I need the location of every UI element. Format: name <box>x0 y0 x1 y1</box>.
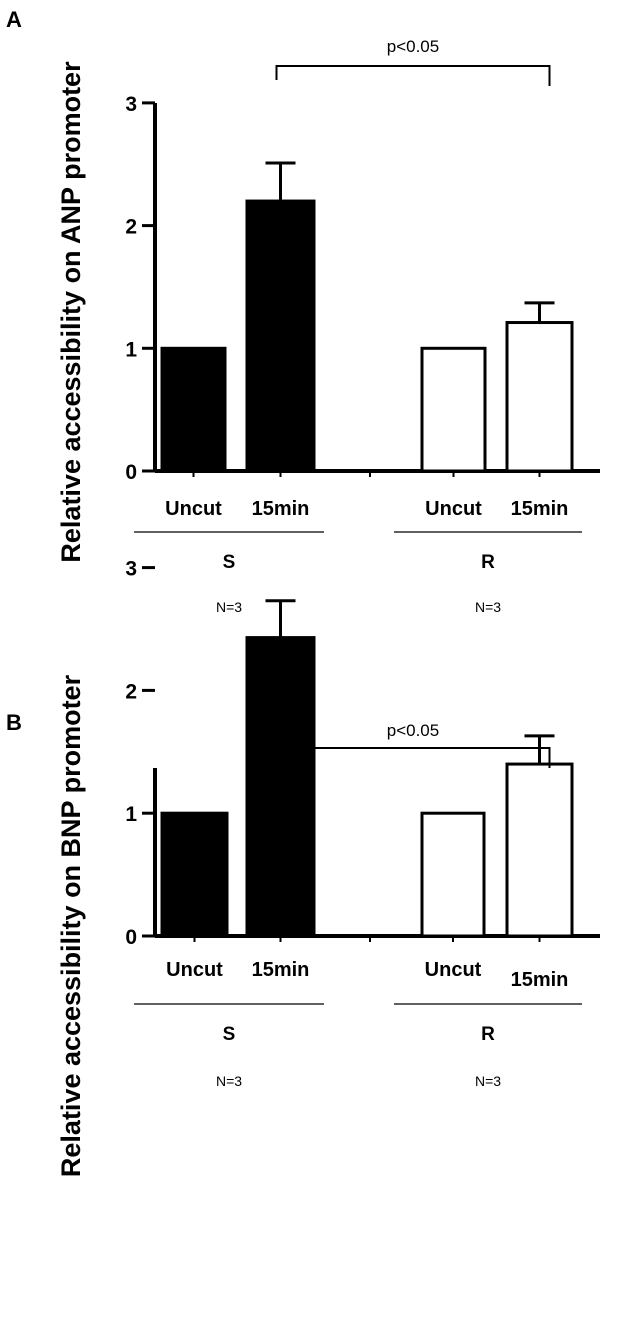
chart-a-panel-label: A <box>6 7 22 32</box>
chart-a-n-label: N=3 <box>216 599 242 615</box>
chart-b-y-tick-label: 2 <box>125 680 137 703</box>
chart-b-y-tick-label: 1 <box>125 803 137 826</box>
chart-a-y-tick-label: 1 <box>125 338 137 361</box>
chart-a-category-label: 15min <box>511 498 569 520</box>
chart-b-bar <box>160 811 229 938</box>
chart-a-bar <box>160 346 227 473</box>
chart-a-category-label: Uncut <box>165 498 222 520</box>
chart-b-group-label: S <box>223 1024 236 1045</box>
chart-a-bar <box>245 199 316 473</box>
chart-b-panel-label: B <box>6 710 22 735</box>
chart-a-category-label: Uncut <box>425 498 482 520</box>
chart-b-category-label: 15min <box>511 969 569 991</box>
chart-b-y-axis-label: Relative accessibility on BNP promoter <box>56 674 86 1177</box>
chart-a-n-label: N=3 <box>475 599 501 615</box>
chart-b-group-label: R <box>481 1024 495 1045</box>
chart-b-significance-bracket <box>275 747 551 768</box>
chart-b-n-label: N=3 <box>216 1073 242 1089</box>
chart-a-y-tick-label: 2 <box>125 216 137 239</box>
chart-b-significance-label: p<0.05 <box>387 721 439 740</box>
chart-a-y-tick-label: 0 <box>125 461 137 484</box>
chart-a-category-label: 15min <box>252 498 310 520</box>
chart-b-y-tick-label: 3 <box>125 558 137 581</box>
chart-a-svg: A Relative accessibility on ANP promoter 0… <box>6 7 600 615</box>
chart-b-category-label: Uncut <box>425 959 482 981</box>
chart-b-n-label: N=3 <box>475 1073 501 1089</box>
chart-b-y-tick-label: 0 <box>125 926 137 949</box>
chart-a-y-tick-label: 3 <box>125 93 137 116</box>
chart-a-group-label: S <box>223 552 236 573</box>
chart-b-category-label: 15min <box>252 959 310 981</box>
chart-a-bar <box>420 346 487 473</box>
chart-a-significance-bracket <box>275 65 551 86</box>
chart-a-bar <box>505 321 574 473</box>
chart-b-category-label: Uncut <box>166 959 223 981</box>
chart-a-group-label: R <box>481 552 495 573</box>
chart-b-bar <box>505 762 574 938</box>
chart-b-svg: B Relative accessibility on BNP promoter 0… <box>6 558 600 1177</box>
chart-a-y-axis-label: Relative accessibility on ANP promoter <box>56 61 86 563</box>
panel-a: A Relative accessibility on ANP promoter 0… <box>6 7 600 615</box>
panel-b: B Relative accessibility on BNP promoter 0… <box>0 558 623 1317</box>
chart-b-bar <box>245 636 316 938</box>
chart-a-significance-label: p<0.05 <box>387 37 439 56</box>
chart-b-bar <box>420 811 486 938</box>
